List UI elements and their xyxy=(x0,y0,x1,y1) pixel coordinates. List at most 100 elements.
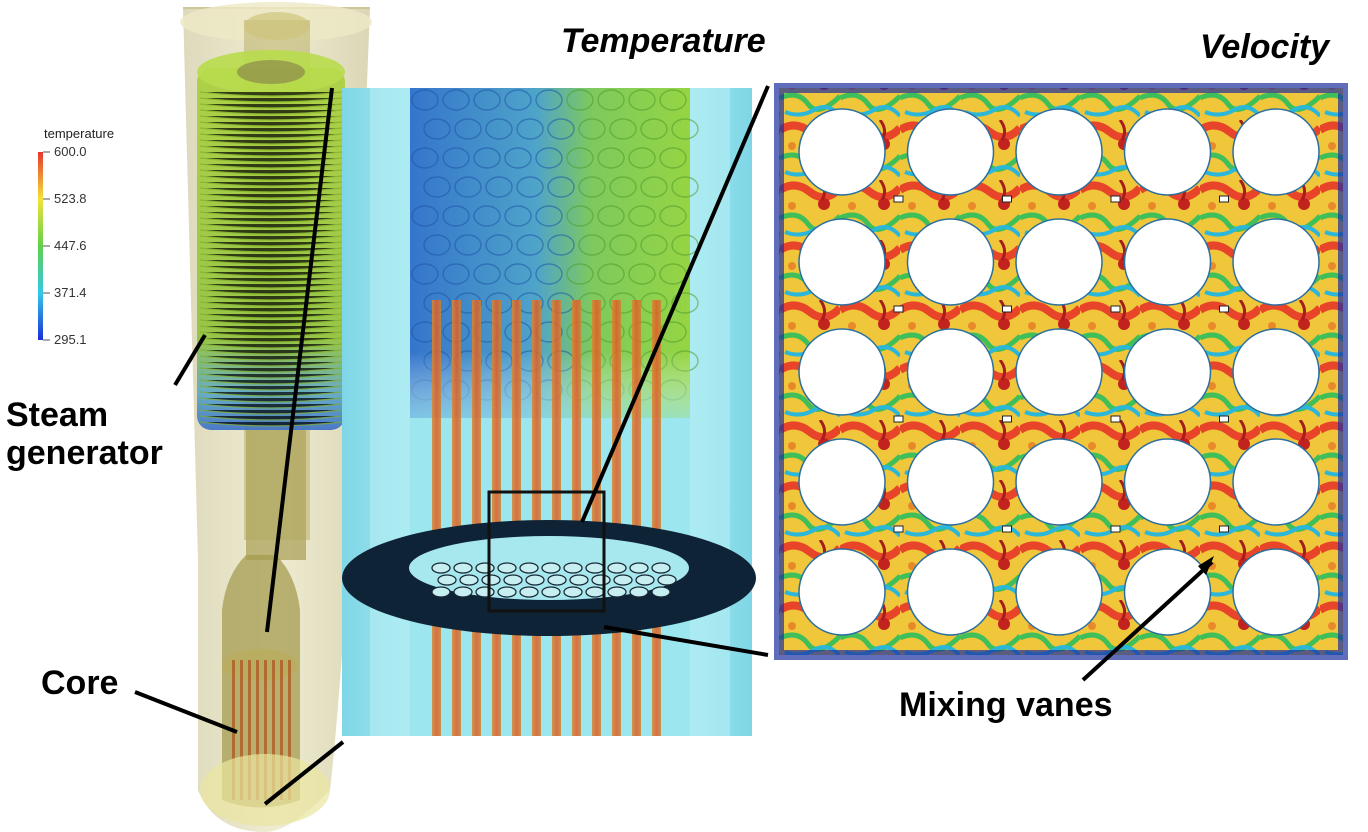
rod-hole xyxy=(906,218,995,306)
colorbar-tick: 371.4 xyxy=(54,285,87,300)
colorbar-tick: 523.8 xyxy=(54,191,87,206)
sg-coil xyxy=(199,337,343,343)
velocity-title: Velocity xyxy=(1200,28,1330,66)
colorbar-scale xyxy=(38,152,43,340)
rod-hole xyxy=(1015,108,1103,196)
sg-coil xyxy=(199,355,343,361)
vane-mark xyxy=(893,305,904,313)
plate-hole xyxy=(475,562,495,574)
temperature-rod xyxy=(492,300,501,736)
vane-mark xyxy=(1219,525,1229,533)
zoom-box-leader-bottom xyxy=(603,625,769,657)
vane-mark xyxy=(1002,525,1012,533)
sg-coil xyxy=(199,91,343,97)
rod-hole xyxy=(1232,218,1320,306)
temperature-rod xyxy=(452,300,461,736)
sg-coil xyxy=(199,385,343,391)
core-rod xyxy=(240,660,243,800)
sg-coil xyxy=(199,265,343,271)
vane-mark xyxy=(1002,195,1012,203)
sg-coil xyxy=(199,391,343,397)
plate-hole xyxy=(635,574,655,586)
sg-coil xyxy=(199,325,343,331)
vane-mark xyxy=(1219,305,1229,313)
plate-hole xyxy=(629,586,649,598)
sg-coil xyxy=(199,343,343,349)
plate-hole xyxy=(519,562,539,574)
sg-coil xyxy=(199,151,343,157)
temperature-fuel-rods xyxy=(432,300,661,736)
temperature-rod xyxy=(472,300,481,736)
core-rod xyxy=(280,660,283,800)
colorbar-tick: 295.1 xyxy=(54,332,87,347)
plate-hole xyxy=(437,574,457,586)
plate-hole xyxy=(541,586,561,598)
sg-coil xyxy=(199,421,343,427)
rod-hole xyxy=(906,548,995,636)
plate-hole xyxy=(525,574,545,586)
plate-hole xyxy=(475,586,495,598)
reactor-vessel xyxy=(180,2,372,832)
vane-mark xyxy=(1219,195,1229,203)
sg-coil xyxy=(199,373,343,379)
temperature-rod xyxy=(592,300,601,736)
zoom-box xyxy=(487,490,606,613)
core-rod xyxy=(256,660,259,800)
temperature-panel xyxy=(342,88,756,736)
core-rod xyxy=(264,660,267,800)
plate-hole xyxy=(431,586,451,598)
sg-coil xyxy=(199,349,343,355)
plate-hole xyxy=(453,586,473,598)
mixing-vanes-leader xyxy=(1081,560,1214,682)
steam-generator-leader xyxy=(173,333,207,387)
colorbar-title: temperature xyxy=(44,126,115,141)
rod-hole xyxy=(906,108,995,196)
plate-hole xyxy=(613,574,633,586)
sg-coil xyxy=(199,403,343,409)
plate-hole xyxy=(459,574,479,586)
temperature-rod xyxy=(532,300,541,736)
plate-hole xyxy=(541,562,561,574)
temperature-rod xyxy=(572,300,581,736)
plate-hole xyxy=(585,562,605,574)
sg-coil xyxy=(199,241,343,247)
sg-coil xyxy=(199,181,343,187)
sg-coil xyxy=(199,205,343,211)
plate-hole xyxy=(563,586,583,598)
sg-coil xyxy=(199,169,343,175)
rod-hole xyxy=(1123,218,1212,306)
sg-coil xyxy=(199,115,343,121)
steam-generator-label-line-2: generator xyxy=(6,434,163,473)
sg-coil xyxy=(199,157,343,163)
sg-coil xyxy=(199,103,343,109)
plate-hole xyxy=(481,574,501,586)
sg-coil xyxy=(199,235,343,241)
colorbar-tick: 447.6 xyxy=(54,238,87,253)
rod-hole xyxy=(1232,438,1320,526)
sg-coil xyxy=(199,229,343,235)
rod-hole xyxy=(1123,108,1212,196)
steam-generator-label-line-1: Steam xyxy=(6,396,109,434)
vane-mark xyxy=(893,415,904,423)
plate-hole xyxy=(607,586,627,598)
sg-coil xyxy=(199,199,343,205)
vane-mark xyxy=(893,525,904,533)
core-rod xyxy=(288,660,291,800)
plate-hole xyxy=(629,562,649,574)
plate-hole xyxy=(651,562,671,574)
temperature-rod xyxy=(632,300,641,736)
rod-hole xyxy=(1123,328,1212,416)
zoom-leader-top xyxy=(265,87,334,633)
temperature-rod xyxy=(432,300,441,736)
core-label: Core xyxy=(41,664,119,702)
rod-hole xyxy=(798,328,886,416)
sg-coil xyxy=(199,367,343,373)
core-rod xyxy=(248,660,251,800)
sg-coil xyxy=(199,211,343,217)
rod-hole xyxy=(798,438,886,526)
rod-hole xyxy=(1232,108,1320,196)
rod-hole xyxy=(798,548,886,636)
sg-coil xyxy=(199,397,343,403)
